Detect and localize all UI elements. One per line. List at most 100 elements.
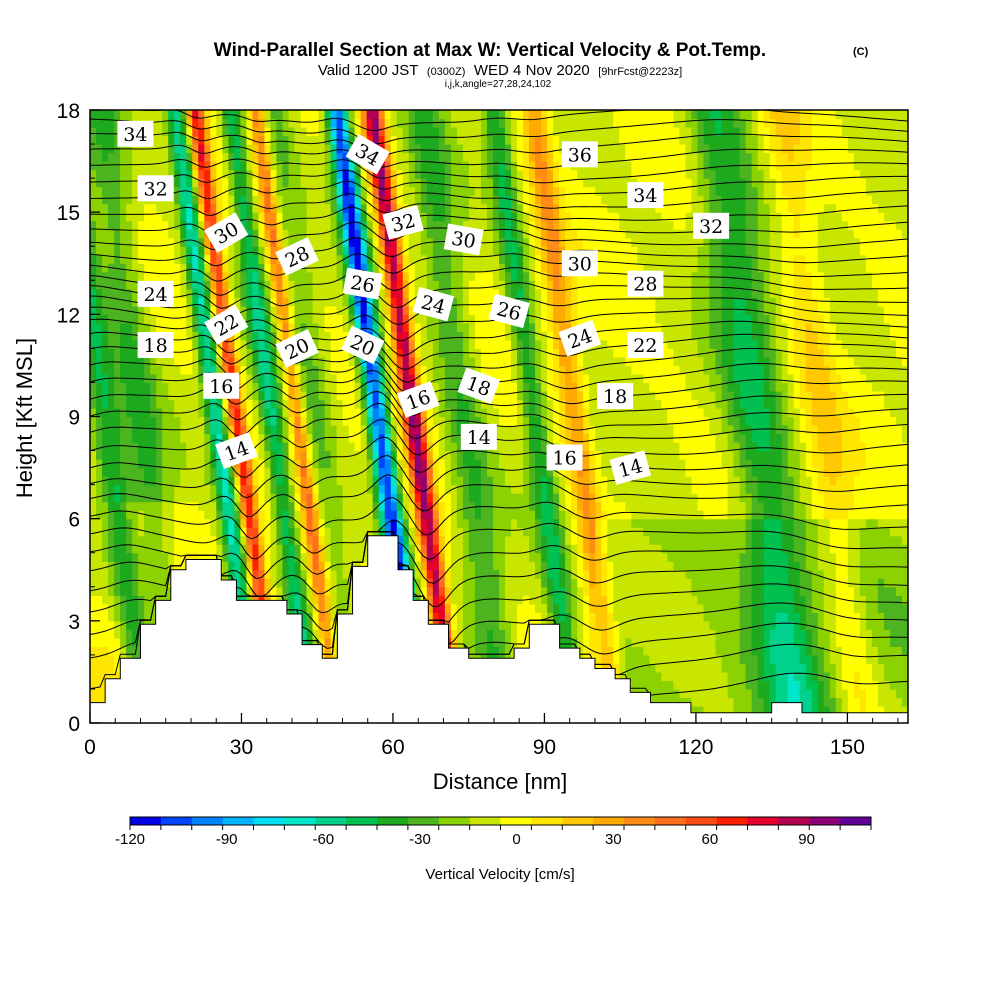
velocity-cell	[499, 467, 506, 477]
velocity-cell	[691, 680, 699, 690]
velocity-cell	[264, 535, 272, 545]
velocity-cell	[853, 646, 861, 656]
velocity-cell	[781, 671, 789, 682]
velocity-cell	[733, 654, 741, 664]
velocity-cell	[835, 561, 843, 571]
velocity-cell	[486, 578, 494, 588]
velocity-cell	[883, 620, 891, 630]
velocity-cell	[366, 442, 374, 452]
velocity-cell	[709, 595, 717, 605]
velocity-cell	[691, 646, 699, 656]
velocity-cell	[517, 459, 524, 469]
velocity-cell	[438, 425, 446, 435]
velocity-cell	[252, 595, 260, 605]
velocity-cell	[96, 569, 103, 579]
velocity-cell	[102, 629, 109, 639]
velocity-cell	[817, 688, 825, 699]
velocity-cell	[703, 646, 711, 656]
velocity-cell	[306, 416, 314, 426]
velocity-cell	[637, 561, 644, 571]
velocity-cell	[426, 586, 434, 596]
velocity-cell	[865, 688, 873, 699]
velocity-cell	[144, 578, 151, 588]
velocity-cell	[144, 416, 151, 426]
velocity-cell	[354, 561, 362, 571]
velocity-cell	[619, 442, 626, 452]
velocity-cell	[673, 459, 681, 469]
velocity-cell	[823, 646, 831, 656]
velocity-cell	[156, 442, 163, 452]
velocity-cell	[138, 544, 145, 554]
velocity-cell	[781, 493, 789, 503]
velocity-cell	[523, 620, 530, 630]
velocity-cell	[384, 484, 392, 494]
velocity-cell	[499, 552, 506, 562]
velocity-cell	[655, 510, 662, 520]
velocity-cell	[721, 484, 729, 494]
velocity-cell	[324, 544, 332, 554]
velocity-cell	[583, 484, 590, 494]
velocity-cell	[402, 518, 410, 528]
velocity-cell	[492, 501, 500, 511]
velocity-cell	[775, 535, 783, 545]
velocity-cell	[571, 407, 578, 418]
velocity-cell	[667, 442, 675, 452]
velocity-cell	[426, 527, 434, 537]
velocity-cell	[246, 595, 253, 605]
velocity-cell	[258, 510, 266, 520]
velocity-cell	[342, 467, 350, 477]
velocity-cell	[805, 476, 813, 486]
velocity-cell	[168, 527, 175, 537]
velocity-cell	[270, 407, 278, 418]
velocity-cell	[474, 612, 482, 622]
velocity-cell	[763, 680, 771, 690]
velocity-cell	[462, 620, 470, 630]
velocity-cell	[318, 535, 326, 545]
velocity-cell	[847, 467, 855, 477]
velocity-cell	[360, 416, 368, 426]
velocity-cell	[757, 705, 765, 716]
velocity-cell	[745, 697, 753, 707]
velocity-cell	[751, 518, 759, 528]
velocity-cell	[835, 569, 843, 579]
velocity-cell	[727, 552, 735, 562]
velocity-cell	[192, 544, 199, 554]
velocity-cell	[90, 697, 97, 707]
velocity-cell	[324, 510, 332, 520]
velocity-cell	[90, 433, 97, 443]
velocity-cell	[474, 629, 482, 639]
velocity-cell	[559, 569, 566, 579]
velocity-cell	[679, 612, 687, 622]
velocity-cell	[438, 612, 446, 622]
velocity-cell	[895, 527, 903, 537]
velocity-cell	[871, 688, 879, 699]
velocity-cell	[264, 561, 272, 571]
velocity-cell	[691, 654, 699, 664]
velocity-cell	[817, 433, 825, 443]
velocity-cell	[529, 450, 536, 460]
velocity-cell	[877, 586, 885, 596]
velocity-cell	[793, 544, 801, 554]
velocity-cell	[288, 518, 296, 528]
velocity-cell	[222, 552, 229, 562]
velocity-cell	[685, 578, 693, 588]
velocity-cell	[721, 501, 729, 511]
velocity-cell	[805, 416, 813, 426]
velocity-cell	[246, 544, 253, 554]
velocity-cell	[613, 663, 620, 673]
velocity-cell	[402, 493, 410, 503]
velocity-cell	[811, 646, 819, 656]
velocity-cell	[823, 510, 831, 520]
velocity-cell	[162, 467, 169, 477]
velocity-cell	[859, 697, 867, 707]
velocity-cell	[132, 416, 139, 426]
velocity-cell	[637, 620, 644, 630]
velocity-cell	[390, 425, 398, 435]
velocity-cell	[745, 467, 753, 477]
velocity-cell	[733, 450, 741, 460]
velocity-cell	[889, 697, 897, 707]
velocity-cell	[709, 416, 717, 426]
velocity-cell	[162, 433, 169, 443]
velocity-cell	[841, 510, 849, 520]
velocity-cell	[787, 544, 795, 554]
